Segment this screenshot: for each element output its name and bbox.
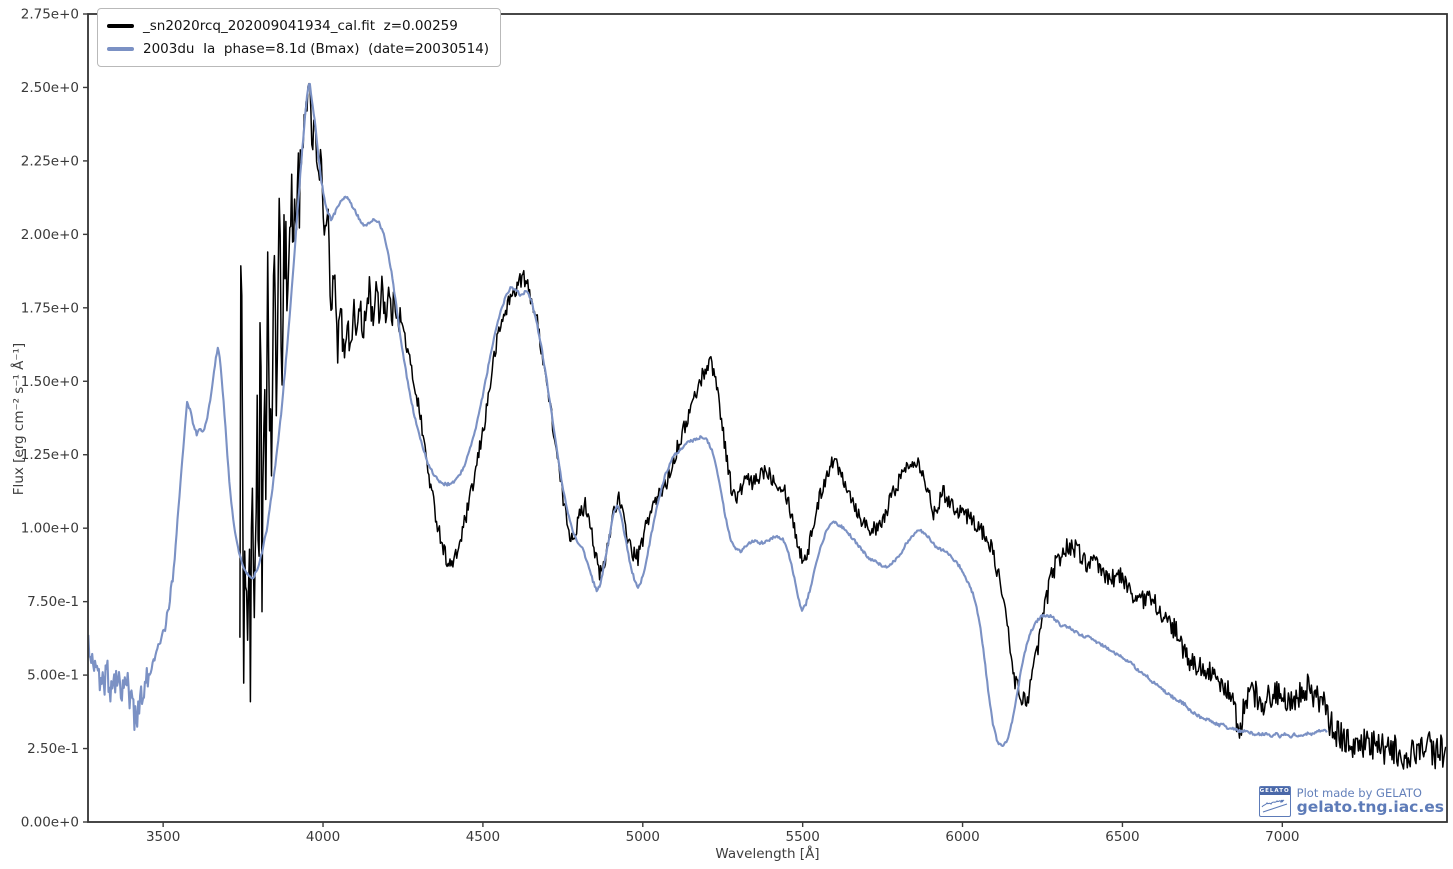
y-tick-label: 1.25e+0: [21, 447, 79, 463]
legend-line-sample-black: [107, 23, 134, 28]
y-tick-label: 2.25e+0: [21, 153, 79, 169]
target-spectrum-line: [239, 82, 1447, 770]
x-tick-label: 5000: [626, 829, 660, 845]
y-tick-label: 1.00e+0: [21, 521, 79, 537]
legend-box: _sn2020rcq_202009041934_cal.fit z=0.0025…: [97, 8, 502, 67]
plot-border: [87, 13, 1448, 823]
y-axis-label: Flux [erg cm⁻² s⁻¹ Å⁻¹]: [11, 342, 27, 496]
legend-entry-template-spectrum: 2003du Ia phase=8.1d (Bmax) (date=200305…: [107, 37, 489, 60]
y-tick-label: 2.75e+0: [21, 7, 79, 23]
x-tick-label: 7000: [1265, 829, 1299, 845]
x-axis-label: Wavelength [Å]: [715, 846, 820, 862]
y-tick-label: 0.00e+0: [21, 815, 79, 831]
y-tick-label: 1.75e+0: [21, 300, 79, 316]
watermark-credit-text: Plot made by GELATO: [1296, 785, 1422, 800]
legend-label-template-spectrum: 2003du Ia phase=8.1d (Bmax) (date=200305…: [143, 40, 490, 57]
y-tick-label: 7.50e-1: [27, 594, 79, 610]
y-tick-label: 2.50e+0: [21, 80, 79, 96]
x-tick-label: 5500: [785, 829, 819, 845]
legend-entry-target-spectrum: _sn2020rcq_202009041934_cal.fit z=0.0025…: [107, 14, 489, 37]
x-tick-label: 6500: [1105, 829, 1139, 845]
gelato-goat-sketch-icon: [1261, 799, 1287, 813]
template-spectrum-line: [88, 82, 1328, 748]
x-tick-label: 4500: [466, 829, 500, 845]
x-tick-label: 3500: [146, 829, 180, 845]
y-tick-label: 1.50e+0: [21, 374, 79, 390]
gelato-watermark: GELATO Plot made by GELATO gelato.tng.ia…: [1258, 785, 1444, 817]
watermark-url-text: gelato.tng.iac.es: [1296, 798, 1444, 817]
y-tick-label: 5.00e-1: [27, 668, 79, 684]
y-tick-label: 2.00e+0: [21, 227, 79, 243]
x-tick-label: 6000: [945, 829, 979, 845]
gelato-logo-title: GELATO: [1259, 787, 1290, 795]
gelato-logo-icon: GELATO: [1258, 786, 1291, 817]
legend-line-sample-blue: [107, 46, 134, 51]
x-tick-label: 4000: [306, 829, 340, 845]
y-tick-label: 2.50e-1: [27, 741, 79, 757]
legend-label-target-spectrum: _sn2020rcq_202009041934_cal.fit z=0.0025…: [143, 17, 458, 34]
